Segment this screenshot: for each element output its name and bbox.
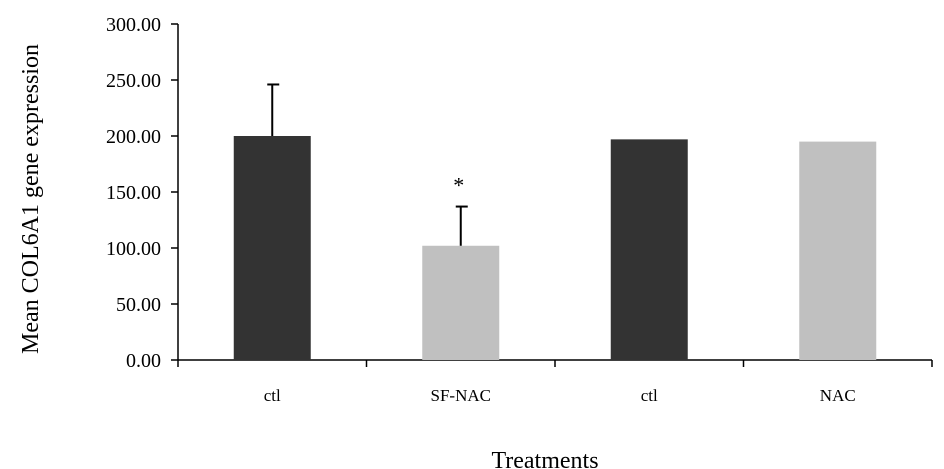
y-tick-label: 200.00 <box>106 126 161 148</box>
x-tick-label: NAC <box>820 386 856 405</box>
y-tick-label: 100.00 <box>106 238 161 260</box>
bar <box>422 245 500 360</box>
x-tick-label: SF-NAC <box>431 386 491 405</box>
bar <box>799 141 877 360</box>
significance-marker: * <box>453 173 464 198</box>
x-axis-title: Treatments <box>491 448 598 469</box>
y-tick-label: 0.00 <box>126 350 161 372</box>
x-tick-label: ctl <box>641 386 658 405</box>
y-tick-label: 150.00 <box>106 182 161 204</box>
y-tick-label: 250.00 <box>106 70 161 92</box>
y-axis-title: Mean COL6A1 gene expression <box>18 44 44 354</box>
x-tick-label: ctl <box>264 386 281 405</box>
bar <box>610 139 688 360</box>
bars <box>233 136 877 360</box>
x-axis: ctl SF-NAC ctl NAC <box>177 359 933 405</box>
y-tick-label: 50.00 <box>116 294 161 316</box>
y-tick-label: 300.00 <box>106 14 161 36</box>
bar <box>233 136 311 360</box>
annotations: * <box>453 173 464 198</box>
error-bars <box>267 83 468 246</box>
y-axis: 0.00 50.00 100.00 150.00 200.00 250.00 300.00 <box>106 14 179 372</box>
